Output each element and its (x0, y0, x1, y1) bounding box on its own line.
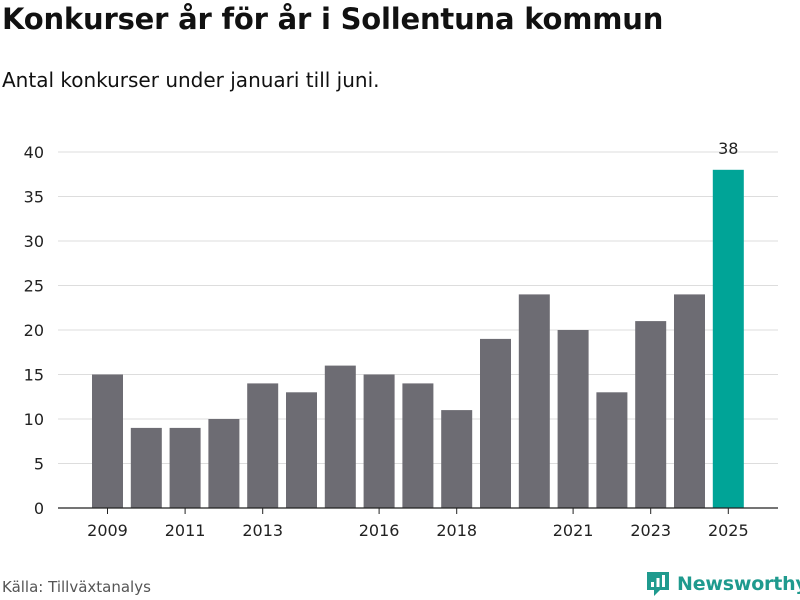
bar-2010 (130, 427, 162, 508)
bar-2011 (169, 427, 201, 508)
x-tick-label: 2023 (630, 521, 671, 540)
bar-2023 (635, 321, 667, 508)
x-tick-label: 2011 (165, 521, 206, 540)
bar-2024 (674, 294, 705, 508)
bar-2016 (363, 374, 395, 508)
chart-subtitle: Antal konkurser under januari till juni. (2, 68, 380, 92)
y-tick-label: 5 (34, 455, 44, 474)
bar-2013 (247, 383, 279, 508)
bar-2015 (324, 365, 356, 508)
bar-2022 (596, 392, 628, 508)
y-tick-label: 15 (24, 366, 44, 385)
newsworthy-logo-icon (647, 572, 669, 596)
bar-2025 (712, 169, 744, 509)
gridlines (58, 151, 778, 464)
bar-2014 (286, 392, 317, 508)
data-labels: 38 (718, 139, 738, 158)
y-tick-label: 10 (24, 410, 44, 429)
y-tick-label: 25 (24, 277, 44, 296)
bar-2021 (557, 330, 589, 508)
bar-2017 (402, 383, 434, 508)
y-tick-label: 0 (34, 499, 44, 518)
x-tick-label: 2025 (708, 521, 749, 540)
y-tick-label: 40 (24, 143, 44, 162)
bar-2009 (92, 374, 123, 508)
x-tick-label: 2021 (553, 521, 594, 540)
y-axis-ticks: 0 5 10 15 20 25 30 35 40 (24, 143, 44, 518)
x-tick-label: 2009 (87, 521, 128, 540)
source-note: Källa: Tillväxtanalys (2, 578, 151, 596)
x-axis-ticks: 2009 2011 2013 2016 2018 2021 2023 2025 (87, 508, 749, 540)
bar-2018 (441, 410, 473, 508)
brand-logo[interactable]: Newsworthy (645, 570, 800, 598)
brand-name: Newsworthy (677, 573, 800, 595)
data-label: 38 (718, 139, 738, 158)
x-tick-label: 2016 (359, 521, 400, 540)
bar-2019 (480, 338, 511, 508)
y-tick-label: 20 (24, 321, 44, 340)
bar-2020 (518, 294, 550, 508)
x-tick-label: 2013 (242, 521, 283, 540)
x-tick-label: 2018 (436, 521, 477, 540)
bar-2012 (208, 419, 240, 508)
y-tick-label: 35 (24, 188, 44, 207)
bars (92, 169, 744, 509)
y-tick-label: 30 (24, 232, 44, 251)
chart-title: Konkurser år för år i Sollentuna kommun (2, 2, 664, 36)
